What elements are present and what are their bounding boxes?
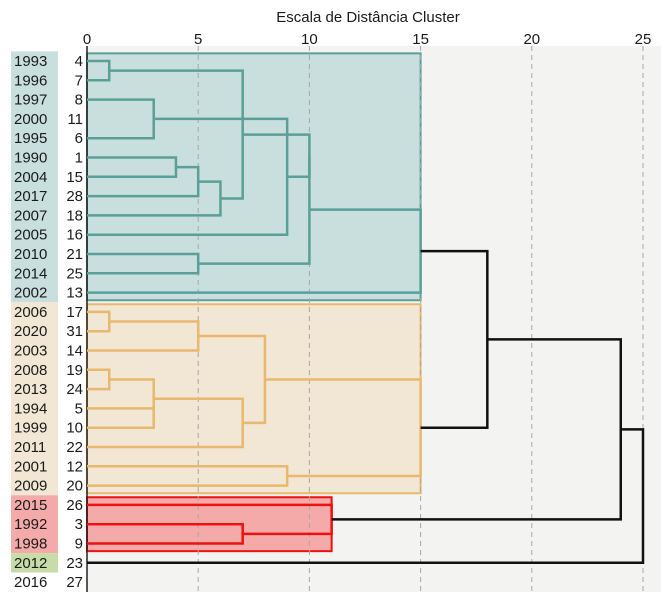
leaf-year-label: 2006: [14, 304, 47, 321]
leaf-year-label: 1996: [14, 72, 47, 89]
leaf-case-label: 20: [66, 478, 83, 495]
leaf-case-label: 18: [66, 207, 83, 224]
leaf-year-label: 2010: [14, 246, 47, 263]
leaf-case-label: 3: [75, 516, 83, 533]
leaf-year-label: 2011: [14, 439, 46, 456]
leaf-case-label: 7: [75, 72, 83, 89]
x-tick-label: 25: [635, 31, 652, 48]
leaf-case-label: 8: [75, 92, 83, 109]
x-tick-label: 5: [194, 31, 202, 48]
leaf-case-label: 4: [75, 53, 83, 70]
leaf-year-label: 2005: [14, 227, 47, 244]
x-tick-label: 0: [83, 31, 91, 48]
dendrogram-links: [86, 46, 645, 592]
leaf-case-label: 16: [66, 227, 83, 244]
leaf-year-label: 1998: [14, 536, 47, 553]
leaf-case-label: 6: [75, 130, 83, 147]
leaf-year-label: 2008: [14, 362, 47, 379]
cluster-bands: [11, 51, 422, 573]
x-tick-label: 20: [523, 31, 540, 48]
leaf-case-label: 19: [66, 362, 83, 379]
label-band-green: [11, 553, 58, 573]
leaf-year-label: 1997: [14, 92, 47, 109]
leaf-case-label: 22: [66, 439, 83, 456]
leaf-case-label: 15: [66, 169, 83, 186]
x-tick-label: 15: [412, 31, 429, 48]
leaf-year-label: 2020: [14, 323, 47, 340]
leaf-case-label: 31: [66, 323, 83, 340]
grid-lines: [197, 46, 644, 592]
leaf-year-label: 2004: [14, 169, 47, 186]
merge-link: [87, 428, 645, 565]
leaf-case-label: 12: [66, 458, 83, 475]
leaf-year-label: 2003: [14, 343, 47, 360]
leaf-case-label: 25: [66, 265, 83, 282]
label-band-orange: [11, 302, 58, 496]
leaf-case-label: 10: [66, 420, 83, 437]
leaf-year-label: 1990: [14, 150, 47, 167]
leaf-case-label: 9: [75, 536, 83, 553]
leaf-year-label: 2009: [14, 478, 47, 495]
leaf-year-label: 2017: [14, 188, 47, 205]
merge-link: [109, 378, 155, 419]
leaf-case-label: 17: [66, 304, 83, 321]
chart-title: Escala de Distância Cluster: [276, 9, 459, 26]
leaf-year-label: 1993: [14, 53, 47, 70]
leaf-year-label: 1994: [14, 400, 47, 417]
leaf-case-label: 5: [75, 400, 83, 417]
leaf-case-label: 26: [66, 497, 83, 514]
merge-link: [198, 155, 311, 265]
leaf-case-label: 24: [66, 381, 83, 398]
leaf-case-label: 1: [75, 150, 83, 167]
merge-link: [242, 133, 311, 179]
label-band-red: [11, 495, 58, 554]
label-band-teal: [11, 51, 58, 303]
leaf-year-label: 2013: [14, 381, 47, 398]
leaf-year-label: 2012: [14, 555, 47, 572]
leaf-year-label: 2007: [14, 207, 47, 224]
leaf-year-label: 2015: [14, 497, 47, 514]
leaf-year-label: 2001: [14, 458, 47, 475]
leaf-case-label: 23: [66, 555, 83, 572]
leaf-case-label: 28: [66, 188, 83, 205]
leaf-case-label: 11: [67, 111, 83, 128]
leaf-year-label: 2014: [14, 265, 47, 282]
leaf-case-label: 27: [66, 574, 83, 591]
leaf-year-label: 2016: [14, 574, 47, 591]
leaf-year-label: 1992: [14, 516, 47, 533]
x-axis-ticks: 0 5 10 15 20 25: [83, 31, 652, 48]
leaf-year-label: 2002: [14, 285, 47, 302]
leaf-year-label: 1995: [14, 130, 47, 147]
cluster-band-orange: [86, 303, 422, 495]
leaf-year-label: 2000: [14, 111, 47, 128]
x-tick-label: 10: [301, 31, 318, 48]
leaf-case-label: 13: [66, 285, 83, 302]
leaf-year-label: 1999: [14, 420, 47, 437]
leaf-case-label: 21: [66, 246, 83, 263]
leaf-case-label: 14: [66, 343, 83, 360]
